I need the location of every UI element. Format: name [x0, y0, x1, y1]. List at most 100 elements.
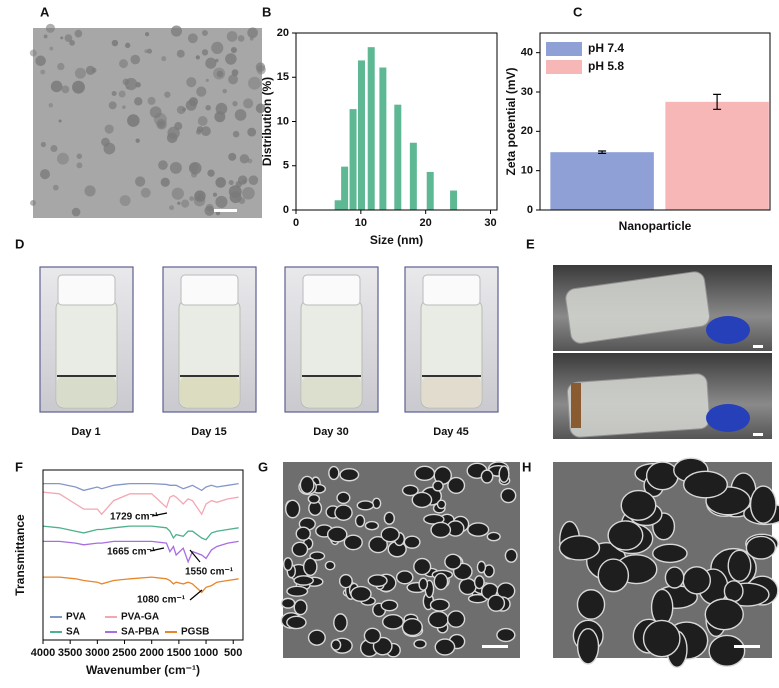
tem-particle	[145, 32, 150, 37]
tem-particle	[52, 184, 59, 191]
panel-label: C	[573, 4, 583, 19]
sem-pore	[576, 589, 606, 620]
tem-particle	[205, 104, 211, 111]
tem-particle	[181, 199, 190, 208]
tem-particle	[130, 54, 141, 65]
tem-particle	[118, 90, 126, 98]
tem-particle	[169, 161, 182, 174]
tem-particle	[187, 33, 198, 44]
tem-particle	[243, 98, 254, 109]
error-bar	[598, 150, 607, 154]
vial-liquid	[180, 376, 239, 407]
y-tick-label: 20	[277, 27, 289, 39]
sem-pore	[324, 560, 336, 571]
tem-particle	[122, 105, 126, 109]
sem-pore	[403, 535, 421, 549]
sem-pore	[309, 551, 326, 561]
vial-tilted	[566, 373, 711, 438]
sem-pore	[487, 594, 506, 612]
panel-label: B	[262, 4, 271, 19]
panel-label: E	[526, 236, 535, 251]
y-tick-label: 10	[521, 165, 533, 177]
tem-particle	[176, 49, 185, 58]
tem-particle	[161, 56, 167, 62]
bar	[550, 152, 654, 210]
sem-pore	[486, 531, 501, 542]
tem-particle	[211, 41, 224, 54]
tem-particle	[134, 97, 143, 106]
vial-cap	[302, 274, 361, 306]
sem-pore	[380, 599, 399, 612]
annotation: 1729 cm⁻¹	[110, 512, 159, 523]
sem-pore	[367, 574, 388, 588]
sem-pore	[333, 613, 348, 633]
bar	[334, 200, 342, 210]
legend-label: SA-PBA	[121, 627, 159, 638]
tem-particle	[207, 169, 215, 177]
bar	[367, 47, 375, 210]
sem-pore	[444, 553, 462, 570]
tem-particle	[29, 49, 37, 57]
tem-particle	[49, 46, 54, 51]
sem-pore	[429, 598, 450, 612]
tem-particle	[226, 31, 238, 42]
photo-caption: Day 30	[313, 426, 348, 438]
sem-pore	[343, 534, 363, 551]
tem-particle	[193, 194, 206, 207]
sem-pore	[500, 487, 517, 504]
sem-pore	[496, 627, 516, 643]
tem-particle	[228, 185, 242, 199]
bar	[394, 104, 402, 210]
legend-swatch	[546, 42, 582, 56]
x-tick-label: 2500	[112, 647, 136, 659]
tem-particle	[56, 152, 69, 165]
tem-particle	[125, 42, 131, 49]
sem-pore	[286, 585, 309, 597]
sem-pore	[284, 499, 301, 519]
sem-pore	[498, 465, 510, 483]
x-category-label: Nanoparticle	[619, 219, 692, 233]
tem-particle	[232, 130, 240, 138]
tem-particle	[195, 129, 202, 135]
tem-particle	[119, 59, 128, 69]
tem-particle	[164, 91, 171, 98]
tem-particle	[247, 27, 258, 39]
sem-pore	[476, 560, 487, 574]
tem-particle	[177, 201, 181, 205]
sem-pore	[745, 535, 777, 560]
sem-pore	[434, 638, 456, 656]
tem-particle	[58, 119, 62, 123]
tem-particle	[248, 175, 259, 185]
tem-particle	[215, 177, 227, 188]
tem-particle	[72, 80, 85, 94]
sem-pore	[436, 499, 447, 510]
y-tick-label: 20	[521, 125, 533, 137]
vial-cap-blue	[706, 316, 750, 344]
tem-particle	[205, 57, 217, 69]
sem-pore	[381, 614, 404, 630]
x-axis-label: Size (nm)	[370, 233, 423, 247]
vial-tilted	[565, 271, 711, 344]
tem-particle	[169, 205, 175, 211]
vial-cap	[422, 274, 481, 306]
tem-particle	[144, 49, 149, 53]
tem-particle	[249, 36, 254, 41]
sem-pore	[330, 639, 342, 651]
tem-particle	[195, 55, 200, 60]
bar	[341, 166, 349, 210]
tem-particle	[232, 101, 238, 107]
x-tick-label: 20	[420, 217, 432, 229]
tem-particle	[57, 62, 65, 71]
tem-particle	[247, 127, 257, 137]
tem-particle	[64, 34, 73, 42]
tem-particle	[234, 109, 247, 121]
tem-particle	[135, 176, 146, 187]
tem-particle	[189, 196, 195, 201]
sem-pore	[597, 558, 630, 593]
tem-particle	[85, 65, 96, 75]
legend-label: PVA	[66, 612, 86, 623]
sem-pore	[480, 469, 494, 484]
tem-particle	[74, 67, 86, 79]
bar	[426, 171, 434, 210]
sem-pore	[430, 521, 452, 539]
